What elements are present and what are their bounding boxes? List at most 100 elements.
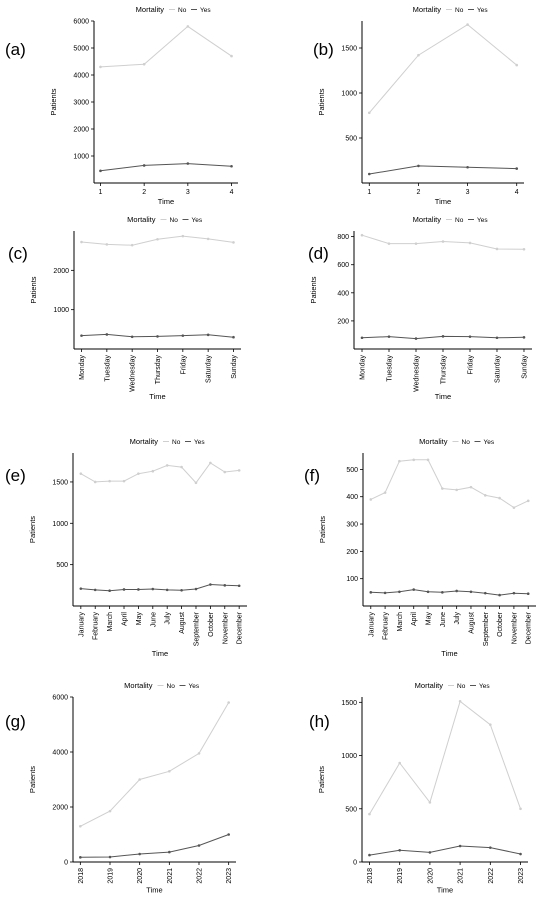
series-no-point [142, 62, 146, 66]
x-tick-label: April [122, 612, 129, 626]
y-tick-label: 500 [346, 467, 358, 474]
x-tick-label: March [397, 612, 404, 632]
legend-title: Mortality [136, 5, 165, 14]
series-yes-point [441, 591, 444, 594]
panel-label: (f) [304, 466, 320, 485]
y-tick-label: 1500 [341, 700, 357, 707]
x-tick-label: 3 [186, 189, 190, 196]
series-yes-point [398, 590, 401, 594]
series-yes-point [79, 587, 83, 590]
legend-label-yes: Yes [477, 217, 488, 224]
x-tick-label: 2019 [108, 868, 115, 884]
x-axis-title: Time [149, 392, 165, 401]
x-axis-title: Time [441, 649, 457, 658]
series-yes-point [455, 589, 458, 593]
legend-label-no: No [178, 7, 187, 14]
x-tick-label: 2021 [167, 868, 174, 884]
legend: Mortality No Yes [415, 681, 491, 690]
legend: Mortality No Yes [413, 5, 489, 14]
series-yes-point [80, 334, 83, 337]
y-tick-label: 3000 [73, 100, 89, 107]
x-tick-label: 2020 [427, 868, 434, 884]
x-tick-label: 2022 [488, 868, 495, 884]
legend-label-no: No [462, 439, 471, 446]
legend-title: Mortality [419, 437, 448, 446]
y-tick-label: 5000 [73, 46, 89, 53]
y-tick-label: 200 [337, 318, 349, 325]
series-no-point [79, 472, 83, 475]
legend-label-yes: Yes [200, 7, 211, 14]
series-yes-point [156, 335, 159, 338]
series-no-point [468, 241, 472, 245]
x-tick-label: June [150, 612, 157, 627]
x-tick-label: Sunday [231, 355, 238, 379]
series-yes-point [495, 336, 499, 340]
legend-label-no: No [167, 683, 176, 690]
x-tick-label: November [222, 611, 229, 644]
series-yes-point [165, 588, 169, 592]
series-yes-point [168, 850, 171, 854]
x-tick-label: 1 [99, 189, 103, 196]
series-no-point [181, 234, 185, 238]
series-no-point [165, 464, 169, 467]
x-tick-label: 2021 [458, 868, 465, 884]
x-tick-label: October [208, 611, 215, 637]
series-no-point [230, 54, 233, 58]
legend-label-no: No [457, 683, 466, 690]
series-no-point [515, 63, 519, 67]
series-no-point [108, 479, 111, 483]
series-yes-point [469, 590, 473, 594]
series-no-point [186, 25, 190, 28]
x-tick-label: May [136, 612, 143, 626]
x-tick-label: February [93, 612, 100, 641]
x-tick-label: Monday [360, 355, 367, 380]
series-yes-point [138, 852, 141, 856]
x-axis-title: Time [146, 886, 162, 895]
series-no-point [498, 496, 501, 500]
y-tick-label: 6000 [52, 695, 68, 702]
series-yes-point [367, 172, 371, 176]
series-no-point [387, 242, 391, 245]
panel-label: (e) [5, 466, 26, 485]
series-no-line [100, 25, 232, 68]
series-no-point [79, 824, 82, 828]
series-no-point [360, 233, 364, 237]
x-tick-label: October [497, 611, 504, 637]
series-yes-point [93, 588, 97, 592]
series-yes-point [458, 844, 462, 848]
x-tick-label: 2022 [196, 868, 203, 884]
x-tick-label: August [468, 612, 475, 634]
series-yes-point [417, 164, 420, 168]
series-no-point [368, 812, 371, 816]
x-axis-title: Time [152, 649, 168, 658]
series-yes-point [498, 593, 501, 597]
legend-title: Mortality [127, 215, 156, 224]
x-tick-label: December [526, 611, 533, 644]
x-tick-label: July [165, 612, 172, 625]
y-axis-title: Patients [317, 88, 326, 115]
series-no-point [526, 499, 530, 503]
series-yes-point [428, 851, 432, 854]
series-yes-point [99, 169, 102, 173]
series-yes-point [522, 336, 526, 339]
x-tick-label: 2 [142, 189, 146, 196]
x-tick-label: March [107, 612, 114, 632]
series-yes-point [232, 335, 235, 339]
x-tick-label: Thursday [441, 355, 448, 385]
panel-label: (d) [308, 244, 329, 263]
legend-label-yes: Yes [484, 439, 495, 446]
series-no-point [441, 487, 444, 490]
series-yes-point [122, 588, 126, 591]
legend-title: Mortality [413, 215, 442, 224]
y-tick-label: 1000 [53, 307, 69, 314]
series-no-point [426, 458, 430, 462]
series-yes-point [223, 584, 227, 587]
series-no-point [80, 240, 83, 244]
series-yes-point [197, 844, 201, 847]
y-tick-label: 1000 [52, 521, 68, 528]
series-no-point [227, 701, 230, 704]
x-tick-label: February [383, 612, 390, 641]
y-tick-label: 800 [337, 234, 349, 241]
series-yes-point [142, 164, 146, 167]
series-yes-point [441, 335, 445, 338]
